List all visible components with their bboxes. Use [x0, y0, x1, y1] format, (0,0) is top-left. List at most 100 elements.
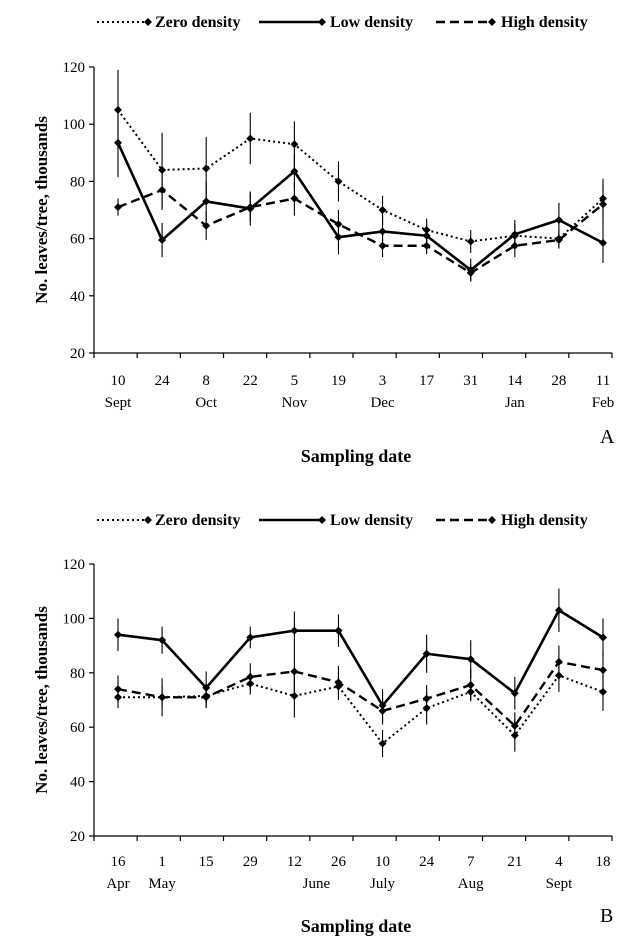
x-tick-label: 12 [287, 854, 302, 870]
series-dotted [114, 659, 607, 758]
x-month-label: July [370, 876, 396, 892]
data-point [599, 687, 607, 696]
series-line [117, 188, 604, 275]
legend-entry: Zero density [97, 14, 240, 31]
data-point [202, 693, 211, 702]
x-tick-label: 5 [291, 373, 299, 389]
legend-entry: Low density [259, 14, 413, 31]
chart-panel-b: Zero density Low density High density 20 40 6… [32, 512, 613, 936]
data-point [510, 689, 519, 698]
chart-panel-a: Zero density Low density High density 20 40 6… [32, 14, 615, 466]
x-tick-label: 24 [155, 373, 171, 389]
data-point [246, 203, 255, 212]
data-point [158, 693, 167, 702]
x-month-label: Feb [592, 395, 615, 411]
series-line [118, 674, 604, 745]
series-line [117, 608, 604, 707]
data-point [334, 220, 343, 229]
data-point [246, 672, 255, 681]
data-point [290, 140, 299, 149]
x-month-label: Sept [546, 876, 574, 892]
data-point [290, 667, 299, 676]
data-point [378, 227, 387, 236]
legend: Zero density Low density High density [97, 512, 588, 529]
legend-label: Low density [330, 14, 413, 31]
x-tick-label: 3 [379, 373, 387, 389]
data-point [554, 216, 563, 225]
series-line [116, 142, 604, 272]
x-tick-label: 19 [331, 373, 346, 389]
x-month-label: Dec [370, 395, 394, 411]
data-point [466, 655, 475, 664]
legend-entry: Low density [259, 512, 413, 529]
data-point [202, 164, 211, 173]
data-point [554, 657, 563, 666]
x-month-label: May [148, 876, 176, 892]
panel-label: B [600, 905, 613, 927]
data-point [114, 203, 122, 212]
legend-marker [144, 18, 152, 26]
data-point [510, 241, 519, 250]
data-point [246, 134, 255, 143]
data-point [422, 241, 431, 250]
y-tick-label: 20 [70, 829, 85, 845]
data-point [599, 666, 607, 675]
x-tick-label: 1 [158, 854, 166, 870]
data-point [334, 678, 343, 687]
data-point [290, 167, 299, 176]
legend-entry: High density [436, 512, 588, 529]
legend-entry: Zero density [97, 512, 240, 529]
data-point [334, 626, 343, 635]
x-month-label: Sept [105, 395, 133, 411]
x-tick-label: 31 [463, 373, 478, 389]
data-point [114, 138, 122, 147]
x-tick-label: 8 [202, 373, 210, 389]
legend-label: Low density [330, 512, 413, 529]
data-point [554, 236, 563, 245]
data-point [114, 630, 122, 639]
y-tick-label: 80 [70, 666, 85, 682]
y-tick-label: 100 [63, 117, 86, 133]
y-tick-label: 100 [63, 611, 86, 627]
y-tick-label: 120 [63, 557, 86, 573]
panel-label: A [600, 426, 615, 448]
x-tick-label: 24 [419, 854, 435, 870]
data-point [422, 694, 431, 703]
series-line [117, 109, 604, 243]
data-point [554, 606, 563, 615]
data-point [422, 231, 431, 240]
data-point [466, 268, 475, 277]
y-tick-label: 80 [70, 174, 85, 190]
series-solid [114, 588, 607, 722]
y-axis-title: No. leaves/tree, thousands [32, 116, 51, 304]
x-tick-label: 10 [111, 373, 126, 389]
legend-label: Zero density [155, 512, 240, 529]
legend-label: Zero density [155, 14, 240, 31]
series-solid [114, 108, 607, 282]
x-tick-label: 17 [419, 373, 435, 389]
series-dashed [114, 645, 607, 740]
data-point [114, 685, 122, 694]
data-point [466, 681, 475, 690]
y-tick-label: 40 [70, 289, 85, 305]
data-point [202, 221, 211, 230]
x-tick-label: 10 [375, 854, 390, 870]
data-point [378, 739, 387, 748]
data-point [599, 633, 607, 642]
x-tick-label: 11 [596, 373, 610, 389]
axes: 20 40 60 80 100 120 10 24 8 22 5 19 3 17 31 14 28 11 Sept O… [32, 60, 615, 466]
legend-marker [318, 516, 326, 524]
data-point [422, 649, 431, 658]
y-tick-label: 120 [63, 60, 86, 76]
x-tick-label: 29 [243, 854, 258, 870]
series-line [117, 660, 604, 728]
legend-marker [318, 18, 326, 26]
data-point [378, 206, 387, 214]
series-dotted [114, 69, 607, 253]
data-point [246, 633, 255, 642]
x-month-label: Apr [106, 876, 129, 892]
data-point [599, 238, 607, 247]
x-tick-label: 16 [111, 854, 127, 870]
data-point [158, 636, 167, 645]
x-tick-label: 22 [243, 373, 258, 389]
